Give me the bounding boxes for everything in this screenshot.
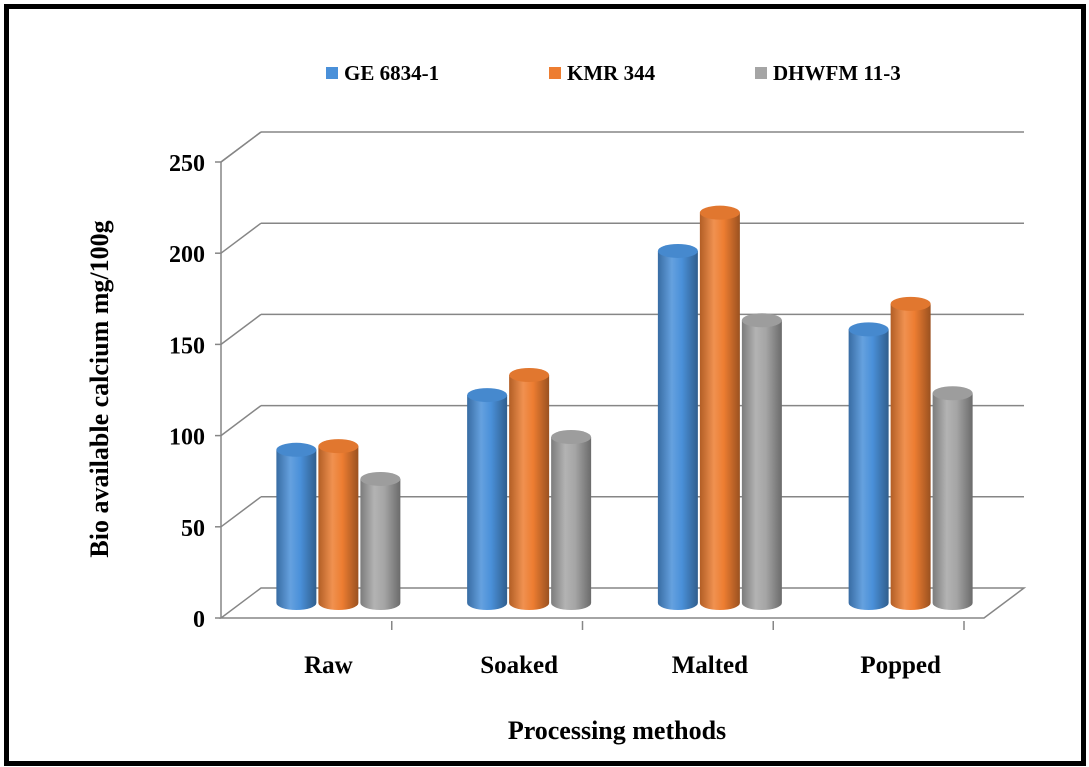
bar-top <box>467 388 508 403</box>
legend-label: DHWFM 11-3 <box>773 61 901 85</box>
bar <box>276 442 317 610</box>
x-axis-title: Processing methods <box>508 716 726 745</box>
bar-top <box>318 439 359 454</box>
gridline-side <box>220 496 262 528</box>
bar-body <box>848 329 889 610</box>
bar <box>890 296 931 610</box>
bar <box>699 205 740 610</box>
legend-label: GE 6834-1 <box>344 61 439 85</box>
bar <box>848 322 889 610</box>
bar-top <box>551 430 592 445</box>
bar-body <box>467 395 508 610</box>
y-tick-label: 50 <box>181 516 205 542</box>
y-axis-ticks: 0 50 100 150 200 250 <box>169 151 221 633</box>
bar-top <box>360 471 401 486</box>
bar-body <box>360 478 401 610</box>
gridline-side <box>220 222 262 254</box>
y-tick-label: 200 <box>169 242 205 268</box>
bar <box>551 430 592 610</box>
bar <box>360 471 401 610</box>
bar-chart: 0 50 100 150 200 250 Raw Soaked Malted Popped GE… <box>85 61 1027 745</box>
bar-body <box>318 446 359 610</box>
bar-top <box>657 243 698 258</box>
x-tick-label: Raw <box>304 652 353 679</box>
legend-swatch <box>755 67 767 79</box>
x-tick-label: Soaked <box>480 652 558 679</box>
bar-body <box>699 212 740 610</box>
bar <box>741 313 782 610</box>
bar-body <box>741 320 782 610</box>
bar-body <box>932 393 973 610</box>
bar <box>467 388 508 610</box>
bar <box>318 439 359 610</box>
bar-top <box>509 368 550 382</box>
x-axis-categories: Raw Soaked Malted Popped <box>304 621 965 679</box>
legend-swatch <box>549 67 561 79</box>
bar-body <box>657 250 698 610</box>
bar <box>657 243 698 610</box>
y-tick-label: 100 <box>169 425 205 451</box>
gridline-side <box>220 313 262 345</box>
x-tick-label: Malted <box>672 652 748 679</box>
bar-top <box>276 442 317 457</box>
legend-label: KMR 344 <box>567 61 656 85</box>
chart-frame: 0 50 100 150 200 250 Raw Soaked Malted Popped GE… <box>4 4 1086 766</box>
bar-top <box>848 322 889 337</box>
bar-body <box>276 449 317 610</box>
legend-swatch <box>326 67 338 79</box>
gridline-side <box>220 405 262 437</box>
bar-body <box>551 437 592 610</box>
x-tick-label: Popped <box>860 652 941 679</box>
bar-top <box>741 313 782 328</box>
bar-top <box>890 296 931 311</box>
y-tick-label: 150 <box>169 333 205 359</box>
gridline-side <box>220 131 262 163</box>
chart-floor <box>218 587 1027 619</box>
y-tick-label: 250 <box>169 151 205 177</box>
bar-body <box>509 375 550 610</box>
bar <box>509 368 550 610</box>
bar-top <box>699 205 740 220</box>
bars <box>276 205 973 610</box>
bar-top <box>932 386 973 401</box>
bar-body <box>890 303 931 610</box>
y-axis-title: Bio available calcium mg/100g <box>85 220 114 557</box>
legend: GE 6834-1 KMR 344 DHWFM 11-3 <box>326 61 901 85</box>
bar <box>932 386 973 610</box>
y-tick-label: 0 <box>193 607 205 633</box>
